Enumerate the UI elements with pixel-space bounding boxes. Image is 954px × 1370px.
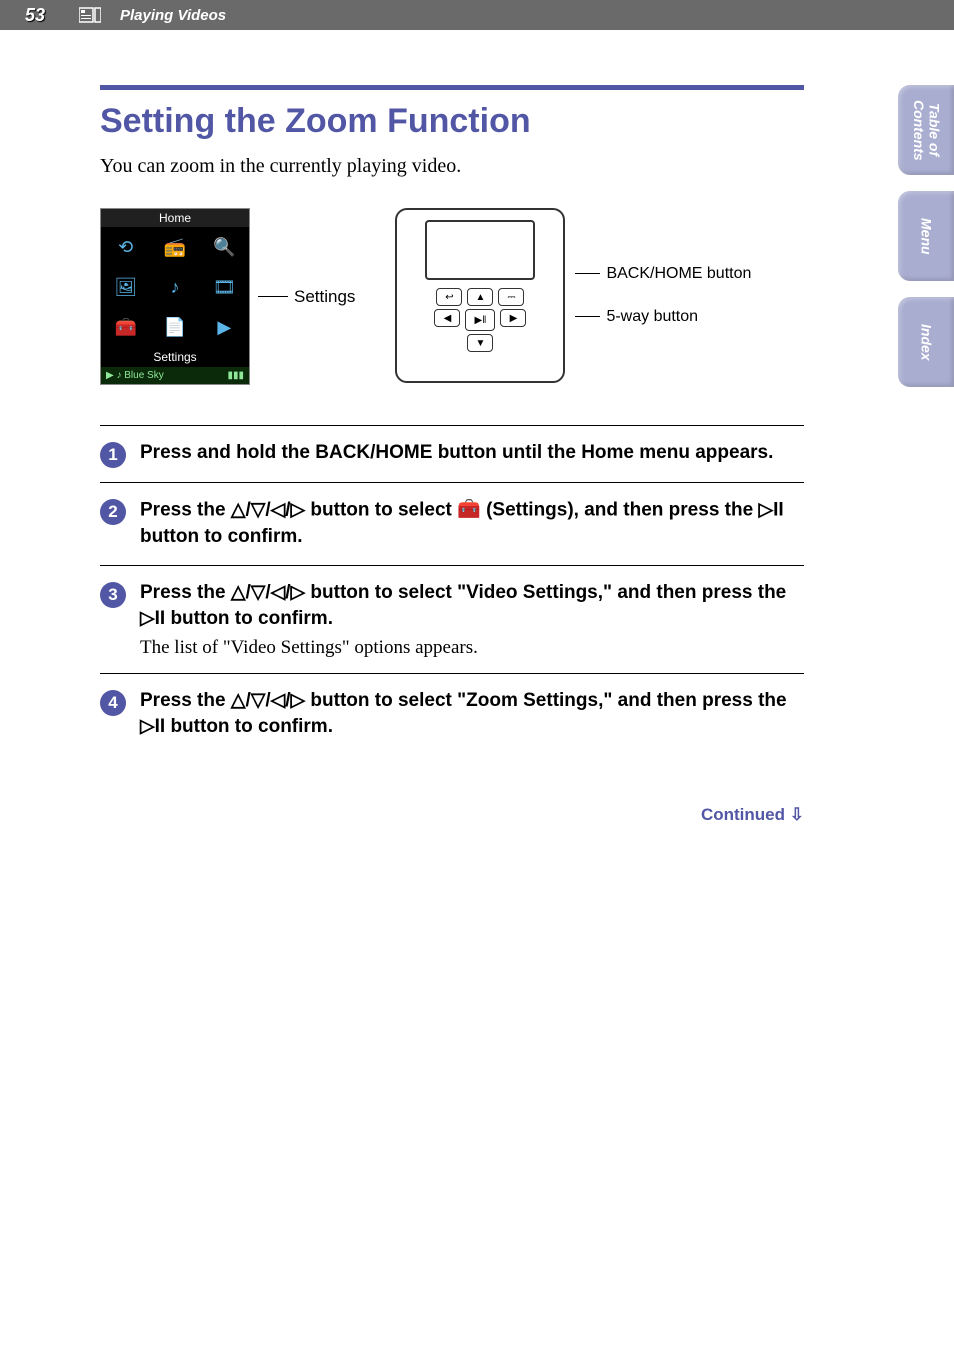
play-glyph-icon: ▷II: [758, 499, 783, 520]
screenshot-grid-label: Settings: [101, 347, 249, 367]
toolbox-icon: 🧰: [457, 497, 481, 524]
label-back-home: BACK/HOME button: [575, 265, 751, 283]
dpad-up-icon: ▲: [467, 288, 493, 306]
callout-settings: Settings: [258, 287, 355, 307]
screenshot-status-bar: ▶ ♪ Blue Sky ▮▮▮: [101, 367, 249, 384]
step-3-text: Press the △/▽/◁/▷ button to select "Vide…: [140, 580, 804, 633]
title-rule: [100, 85, 804, 90]
status-battery-icon: ▮▮▮: [227, 370, 244, 381]
header-chapter-icon: [70, 7, 110, 23]
step-number: 3: [100, 582, 126, 608]
page-number: 53: [0, 5, 70, 26]
step-4: 4 Press the △/▽/◁/▷ button to select "Zo…: [100, 673, 804, 755]
step-2: 2 Press the △/▽/◁/▷ button to select 🧰 (…: [100, 482, 804, 565]
step-number: 1: [100, 442, 126, 468]
option-button-icon: ⎓: [498, 288, 524, 306]
dpad: ↩ ▲ ⎓ ◀ ▶ǁ ▶ ▼: [434, 288, 526, 363]
home-icon-photos: 🖼: [101, 267, 150, 307]
step-3: 3 Press the △/▽/◁/▷ button to select "Vi…: [100, 565, 804, 673]
continued-indicator: Continued ⇩: [100, 805, 804, 825]
device-outline: ↩ ▲ ⎓ ◀ ▶ǁ ▶ ▼: [395, 208, 565, 383]
home-icon-music: ♪: [150, 267, 199, 307]
dpad-glyph-icon: △/▽/◁/▷: [231, 690, 305, 711]
continued-arrow-icon: ⇩: [790, 805, 804, 824]
dpad-down-icon: ▼: [467, 334, 493, 352]
device-screenshot: Home ⟲ 📻 🔍 🖼 ♪ 🎞 🧰 📄 ▶ Settings ▶ ♪ Blue…: [100, 208, 250, 385]
step-4-text: Press the △/▽/◁/▷ button to select "Zoom…: [140, 688, 804, 741]
screenshot-title: Home: [101, 209, 249, 227]
tab-index[interactable]: Index: [898, 297, 954, 387]
tab-menu[interactable]: Menu: [898, 191, 954, 281]
play-glyph-icon: ▷II: [140, 716, 165, 737]
step-1-text: Press and hold the BACK/HOME button unti…: [140, 440, 804, 467]
device-screen-outline: [425, 220, 535, 280]
dpad-glyph-icon: △/▽/◁/▷: [231, 582, 305, 603]
back-home-button-icon: ↩: [436, 288, 462, 306]
chapter-title: Playing Videos: [110, 7, 226, 24]
header-bar: 53 Playing Videos: [0, 0, 954, 30]
play-glyph-icon: ▷II: [140, 608, 165, 629]
side-tabs: Table of Contents Menu Index: [898, 85, 954, 387]
figures-row: Home ⟲ 📻 🔍 🖼 ♪ 🎞 🧰 📄 ▶ Settings ▶ ♪ Blue…: [100, 208, 804, 385]
dpad-right-icon: ▶: [500, 309, 526, 327]
home-icon-search: 🔍: [200, 227, 249, 267]
home-icon-shuffle: ⟲: [101, 227, 150, 267]
dpad-center-icon: ▶ǁ: [465, 309, 495, 331]
page-title: Setting the Zoom Function: [100, 102, 804, 141]
intro-text: You can zoom in the currently playing vi…: [100, 155, 804, 178]
step-number: 4: [100, 690, 126, 716]
home-icon-playlists: 📄: [150, 307, 199, 347]
home-icon-nowplaying: ▶: [200, 307, 249, 347]
label-5way: 5-way button: [575, 308, 751, 326]
home-icon-radio: 📻: [150, 227, 199, 267]
tab-table-of-contents[interactable]: Table of Contents: [898, 85, 954, 175]
step-2-text: Press the △/▽/◁/▷ button to select 🧰 (Se…: [140, 497, 804, 551]
step-number: 2: [100, 499, 126, 525]
step-3-plain: The list of "Video Settings" options app…: [140, 637, 804, 659]
step-1: 1 Press and hold the BACK/HOME button un…: [100, 425, 804, 482]
home-icon-videos: 🎞: [200, 267, 249, 307]
dpad-left-icon: ◀: [434, 309, 460, 327]
device-figure: ↩ ▲ ⎓ ◀ ▶ǁ ▶ ▼ BACK/HOME button 5-: [395, 208, 751, 383]
content-area: Setting the Zoom Function You can zoom i…: [0, 30, 954, 825]
status-track: ▶ ♪ Blue Sky: [106, 370, 164, 381]
dpad-glyph-icon: △/▽/◁/▷: [231, 499, 305, 520]
home-icon-settings: 🧰: [101, 307, 150, 347]
